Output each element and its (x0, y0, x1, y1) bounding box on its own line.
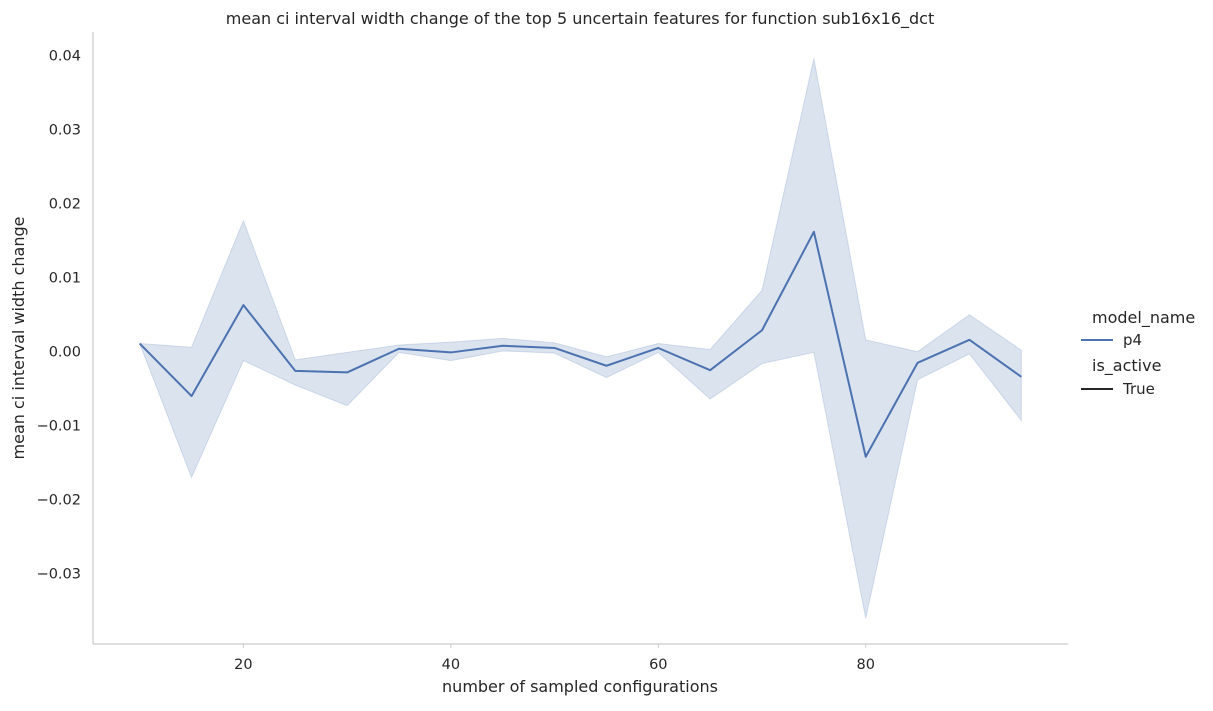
legend-title-model-name: model_name (1092, 308, 1195, 328)
x-tick-label: 40 (442, 657, 460, 673)
ci-band-p4 (138, 58, 1022, 619)
y-tick-label: 0.03 (49, 123, 81, 139)
legend-entry-true: True (1122, 380, 1155, 398)
y-tick-label: −0.01 (37, 419, 81, 435)
y-tick-label: 0.04 (49, 49, 81, 65)
x-tick-label: 60 (649, 657, 667, 673)
legend: model_name p4 is_active True (1081, 308, 1195, 398)
chart-title: mean ci interval width change of the top… (226, 9, 934, 29)
y-axis-label: mean ci interval width change (9, 217, 28, 460)
series-line-p4 (138, 230, 1022, 458)
y-tick-label: 0.02 (49, 197, 81, 213)
x-tick-label: 20 (234, 657, 252, 673)
legend-title-is-active: is_active (1092, 356, 1161, 376)
x-tick-label: 80 (857, 657, 875, 673)
y-tick-label: 0.00 (49, 345, 81, 361)
x-axis-label: number of sampled configurations (442, 677, 718, 696)
legend-entry-p4: p4 (1123, 331, 1142, 349)
y-tick-label: −0.03 (37, 567, 81, 583)
y-tick-label: 0.01 (49, 271, 81, 287)
y-tick-label: −0.02 (37, 493, 81, 509)
